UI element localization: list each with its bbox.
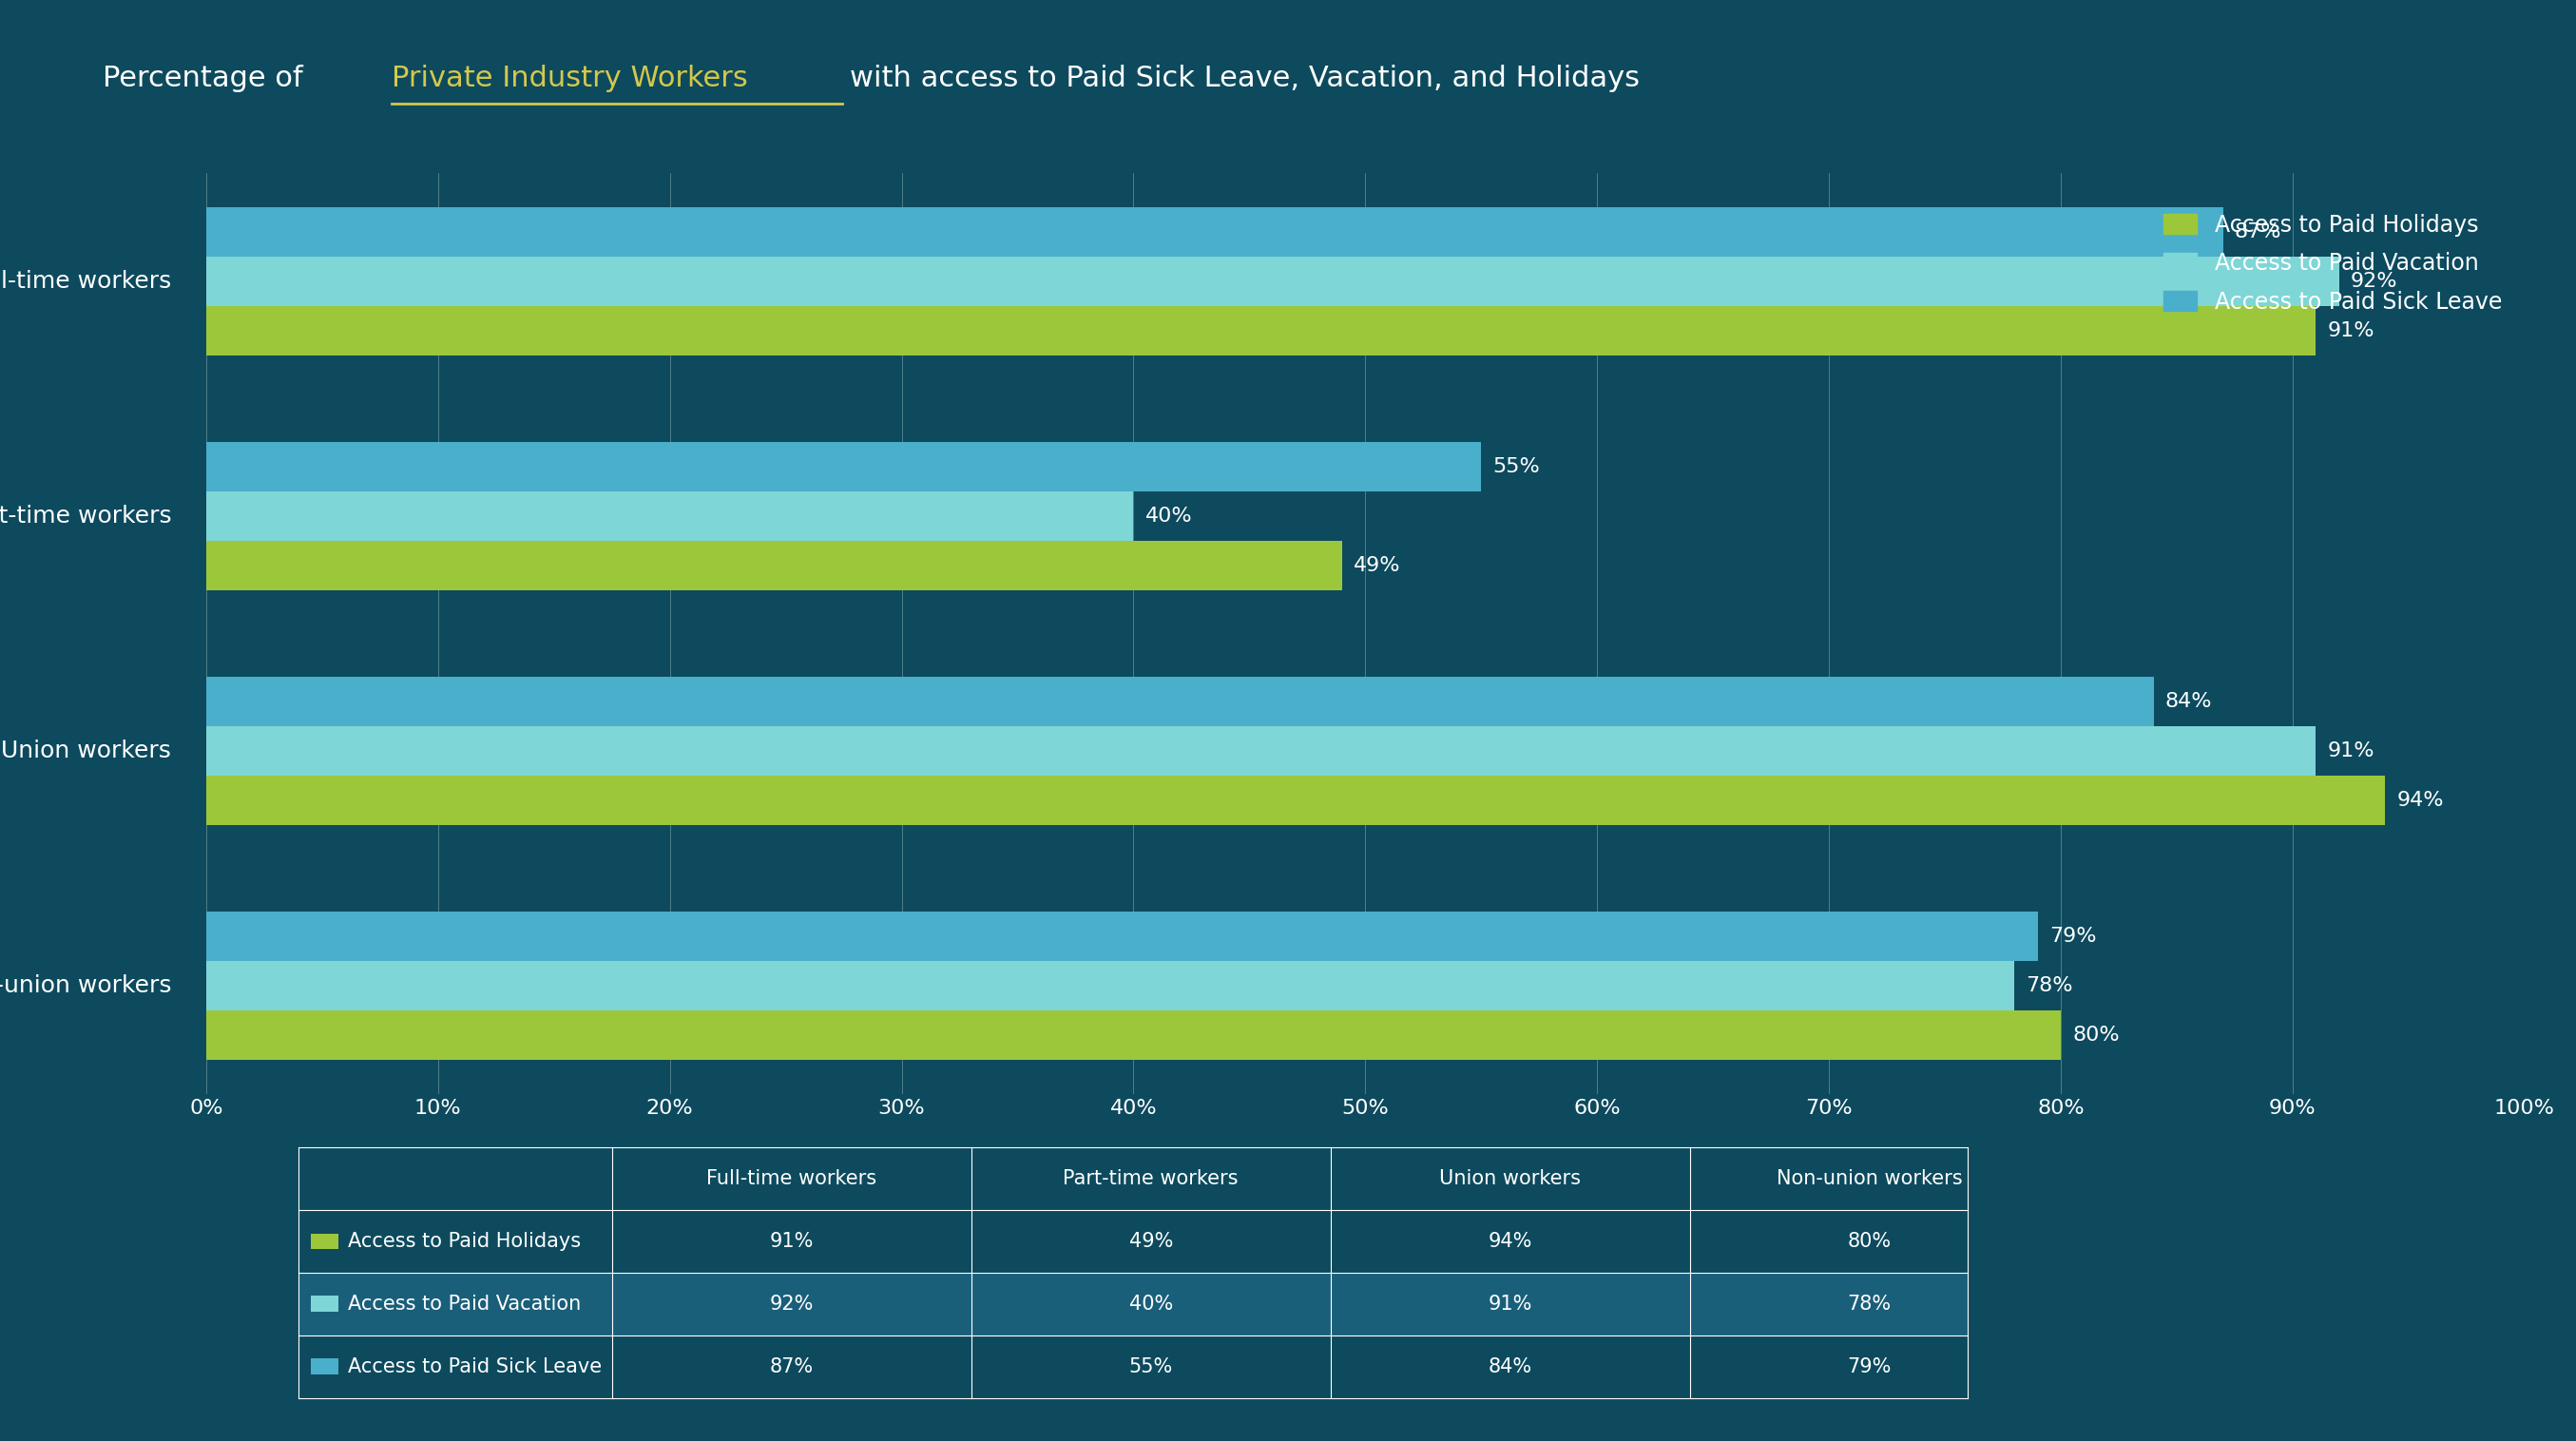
Bar [206,1010,2061,1061]
Text: 79%: 79% [1847,1357,1891,1376]
Text: 91%: 91% [2329,321,2375,340]
Text: 40%: 40% [1128,1294,1172,1313]
Text: 55%: 55% [1128,1357,1172,1376]
Text: 87%: 87% [770,1357,814,1376]
Text: 80%: 80% [2071,1026,2120,1045]
Text: 40%: 40% [1144,507,1193,526]
Bar [206,305,2316,356]
Bar [299,1336,1968,1398]
Bar [206,540,1342,591]
Text: Part-time workers: Part-time workers [1064,1169,1239,1189]
Text: 49%: 49% [1352,556,1401,575]
Text: 49%: 49% [1128,1232,1172,1251]
Text: 91%: 91% [2329,742,2375,761]
Text: 87%: 87% [2233,222,2282,241]
Text: 91%: 91% [770,1232,814,1251]
Text: Union workers: Union workers [1440,1169,1582,1189]
Text: 94%: 94% [1489,1232,1533,1251]
Text: Non-union workers: Non-union workers [1777,1169,1963,1189]
Text: Access to Paid Holidays: Access to Paid Holidays [348,1232,580,1251]
Text: 78%: 78% [1847,1294,1891,1313]
Text: Private Industry Workers: Private Industry Workers [392,65,757,92]
Bar [206,441,1481,491]
Bar [206,208,2223,256]
Text: 84%: 84% [1489,1357,1533,1376]
Bar [299,1210,1968,1272]
Bar [309,1295,337,1311]
Bar [206,676,2154,726]
Text: 92%: 92% [2349,272,2398,291]
Text: Full-time workers: Full-time workers [0,269,170,293]
Bar [299,1272,1968,1336]
Text: Full-time workers: Full-time workers [706,1169,876,1189]
Bar [206,491,1133,540]
Text: 80%: 80% [1847,1232,1891,1251]
Bar [206,961,2014,1010]
Text: with access to Paid Sick Leave, Vacation, and Holidays: with access to Paid Sick Leave, Vacation… [850,65,1641,92]
Text: Access to Paid Vacation: Access to Paid Vacation [348,1294,580,1313]
Bar [309,1359,337,1375]
Legend: Access to Paid Holidays, Access to Paid Vacation, Access to Paid Sick Leave: Access to Paid Holidays, Access to Paid … [2151,203,2514,324]
Text: 55%: 55% [1492,457,1540,476]
Text: Percentage of: Percentage of [103,65,312,92]
Text: 78%: 78% [2025,976,2074,996]
Text: 94%: 94% [2396,791,2445,810]
Bar [206,775,2385,826]
Bar [206,726,2316,775]
Bar [206,911,2038,961]
Text: 92%: 92% [770,1294,814,1313]
Text: 91%: 91% [1489,1294,1533,1313]
Text: Access to Paid Sick Leave: Access to Paid Sick Leave [348,1357,600,1376]
Text: Union workers: Union workers [0,739,170,762]
Text: 84%: 84% [2164,692,2213,710]
Text: 79%: 79% [2048,927,2097,945]
Text: Non-union workers: Non-union workers [0,974,170,997]
Bar [206,256,2339,305]
Bar [309,1233,337,1249]
Text: Part-time workers: Part-time workers [0,504,170,527]
